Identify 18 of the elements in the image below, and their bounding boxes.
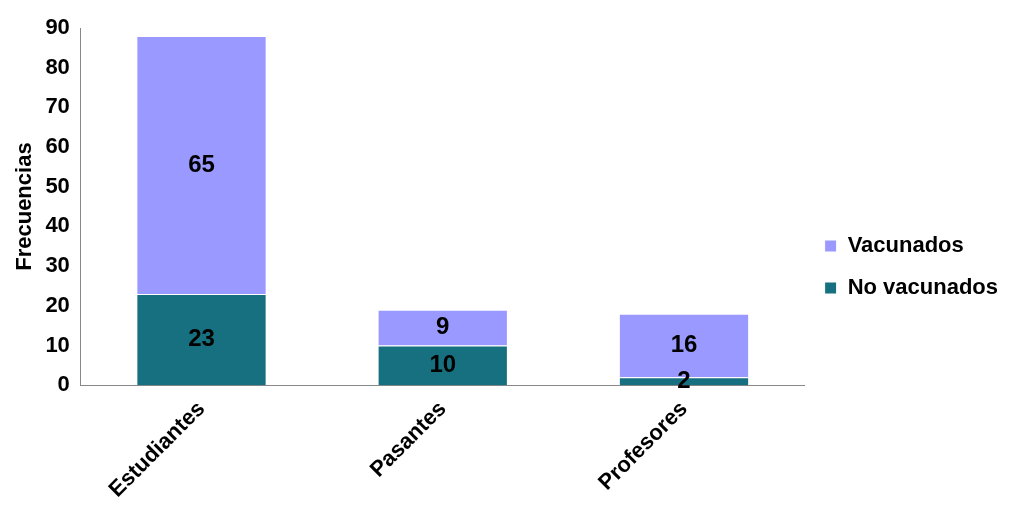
data-label: 23 <box>188 324 215 352</box>
y-tick-label: 20 <box>45 291 70 317</box>
y-tick-label: 30 <box>45 252 70 278</box>
y-tick-label: 0 <box>57 371 70 397</box>
y-tick-label: 40 <box>45 212 70 238</box>
y-tick-label: 50 <box>45 172 70 198</box>
y-tick-label: 80 <box>45 53 70 79</box>
data-label: 9 <box>436 312 450 340</box>
data-label: 16 <box>670 330 698 358</box>
data-label: 65 <box>188 149 215 177</box>
y-tick-label: 60 <box>45 133 70 159</box>
y-axis-title: Frecuencias <box>11 142 37 271</box>
data-label: 10 <box>429 349 457 377</box>
y-tick-label: 10 <box>45 331 70 357</box>
legend-label: No vacunados <box>847 274 999 300</box>
y-tick-label: 70 <box>45 93 70 119</box>
legend-label: Vacunados <box>847 232 964 258</box>
y-tick-label: 90 <box>45 14 70 40</box>
